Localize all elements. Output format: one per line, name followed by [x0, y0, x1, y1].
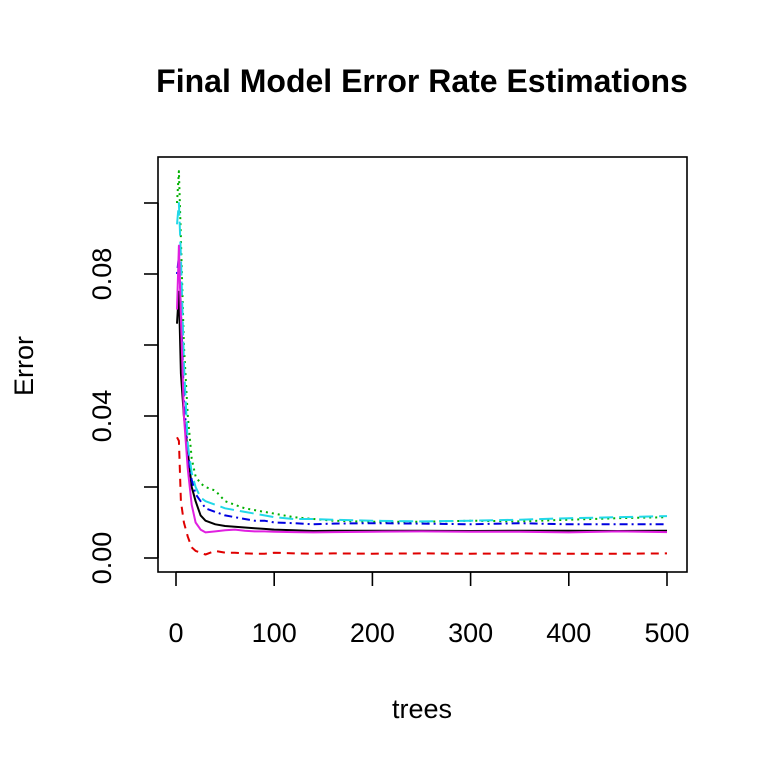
y-tick-label: 0.08	[87, 248, 117, 301]
y-tick-label: 0.04	[87, 390, 117, 443]
series-line-1	[176, 290, 668, 532]
y-tick-label: 0.00	[87, 532, 117, 585]
x-tick-label: 100	[252, 618, 297, 648]
series-line-3	[176, 170, 668, 523]
series-line-4	[176, 255, 667, 526]
chart-title: Final Model Error Rate Estimations	[156, 63, 688, 99]
x-tick-label: 300	[448, 618, 493, 648]
y-axis-label: Error	[9, 336, 39, 396]
y-axis: 0.00 0.04 0.08	[87, 202, 159, 585]
series-line-5	[176, 202, 668, 523]
x-tick-label: 0	[168, 618, 183, 648]
series-line-6	[176, 244, 668, 534]
x-axis: 0 100 200 300 400 500	[168, 571, 690, 648]
x-axis-label: trees	[392, 694, 452, 724]
plot-frame	[157, 156, 688, 573]
x-tick-label: 500	[644, 618, 689, 648]
x-tick-label: 400	[546, 618, 591, 648]
series-line-2	[176, 436, 668, 556]
series-layer	[176, 170, 668, 556]
x-tick-label: 200	[350, 618, 395, 648]
